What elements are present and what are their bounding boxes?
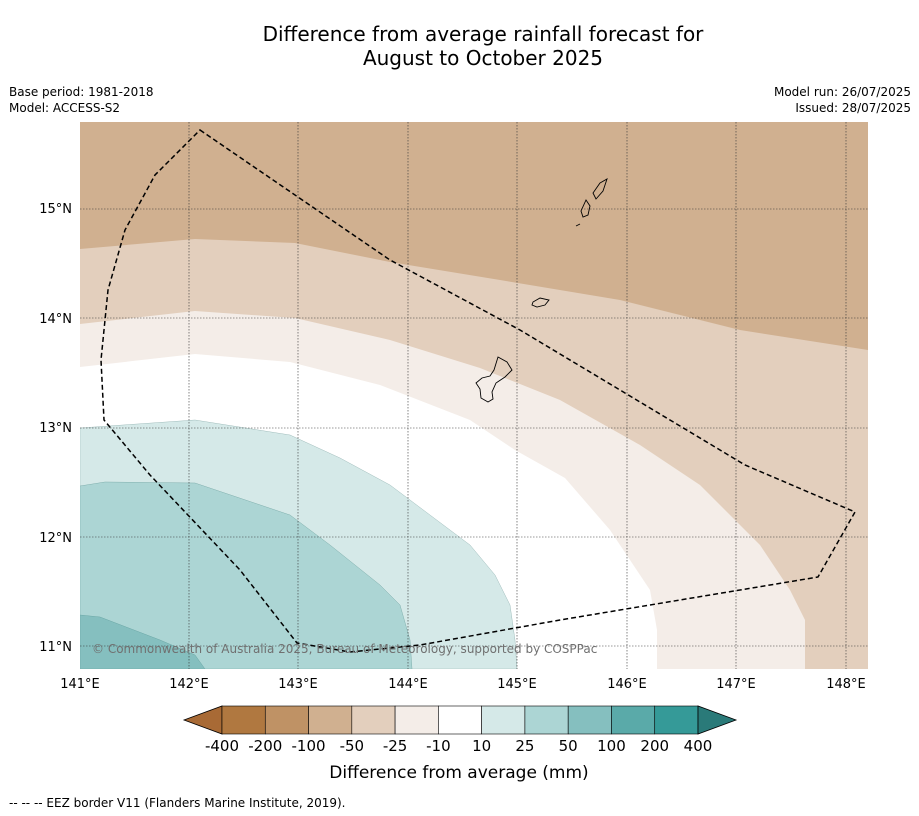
copyright-notice: © Commonwealth of Australia 2025, Bureau… — [92, 642, 597, 656]
model-name: Model: ACCESS-S2 — [9, 101, 121, 115]
meta-right: Model run: 26/07/2025 Issued: 28/07/2025 — [774, 84, 911, 116]
colorbar-swatch — [264, 705, 309, 735]
colorbar-tick-label: -10 — [426, 737, 451, 755]
colorbar-swatch — [351, 705, 396, 735]
eez-legend-note: -- -- -- EEZ border V11 (Flanders Marine… — [9, 796, 346, 810]
colorbar: -400 -200 -100 -50 -25 -10 10 25 50 100 200 400 — [182, 705, 738, 755]
colorbar-tick-label: 100 — [597, 737, 626, 755]
colorbar-tick-label: 200 — [640, 737, 669, 755]
eez-border — [100, 129, 857, 653]
colorbar-tick-label: -25 — [383, 737, 408, 755]
band-minus-100-to-50 — [80, 122, 868, 350]
islands — [475, 178, 608, 403]
lat-label-13n: 13°N — [39, 421, 72, 436]
colorbar-tick-label: -400 — [205, 737, 239, 755]
lon-label-143e: 143°E — [278, 677, 318, 692]
lon-label-145e: 145°E — [497, 677, 537, 692]
issued-date: Issued: 28/07/2025 — [795, 101, 911, 115]
colorbar-tick-label: 10 — [472, 737, 491, 755]
graticule — [80, 122, 868, 669]
rainfall-map: © Commonwealth of Australia 2025, Bureau… — [80, 122, 868, 669]
colorbar-tick-label: 25 — [515, 737, 534, 755]
latitude-labels: 15°N 14°N 13°N 12°N 11°N — [39, 202, 72, 655]
colorbar-tick-label: -50 — [340, 737, 365, 755]
colorbar-tick-label: -200 — [248, 737, 282, 755]
title-line-1: Difference from average rainfall forecas… — [262, 22, 704, 46]
island-aguijan — [575, 223, 581, 227]
map-title: Difference from average rainfall forecas… — [0, 22, 919, 70]
colorbar-swatch — [308, 705, 353, 735]
lat-label-15n: 15°N — [39, 202, 72, 217]
island-guam — [475, 356, 513, 403]
lon-label-148e: 148°E — [826, 677, 866, 692]
island-tinian — [580, 199, 591, 218]
lon-label-146e: 146°E — [607, 677, 647, 692]
colorbar-swatch — [481, 705, 526, 735]
lon-label-144e: 144°E — [388, 677, 428, 692]
colorbar-swatch — [654, 705, 699, 735]
colorbar-swatch — [611, 705, 656, 735]
model-run: Model run: 26/07/2025 — [773, 85, 911, 99]
colorbar-swatch — [221, 705, 266, 735]
colorbar-swatch — [567, 705, 612, 735]
colorbar-swatch — [394, 705, 439, 735]
base-period: Base period: 1981-2018 — [9, 85, 154, 99]
island-saipan — [592, 178, 608, 200]
colorbar-swatch — [438, 705, 482, 735]
band-50-to-100 — [80, 614, 206, 669]
meta-left: Base period: 1981-2018 Model: ACCESS-S2 — [9, 84, 154, 116]
colorbar-title: Difference from average (mm) — [329, 763, 588, 783]
lon-label-142e: 142°E — [169, 677, 209, 692]
title-line-2: August to October 2025 — [362, 46, 604, 70]
lat-label-14n: 14°N — [39, 312, 72, 327]
lon-label-147e: 147°E — [716, 677, 756, 692]
longitude-labels: 141°E 142°E 143°E 144°E 145°E 146°E 147°… — [60, 677, 866, 692]
island-rota — [531, 297, 550, 308]
colorbar-tick-label: -100 — [292, 737, 326, 755]
colorbar-extend-low — [182, 705, 223, 735]
band-25-to-50 — [80, 481, 413, 669]
colorbar-tick-label: 400 — [684, 737, 713, 755]
lon-label-141e: 141°E — [60, 677, 100, 692]
colorbar-tick-label: 50 — [559, 737, 578, 755]
colorbar-extend-high — [697, 705, 738, 735]
lat-label-11n: 11°N — [39, 640, 72, 655]
lat-label-12n: 12°N — [39, 531, 72, 546]
colorbar-swatch — [524, 705, 569, 735]
